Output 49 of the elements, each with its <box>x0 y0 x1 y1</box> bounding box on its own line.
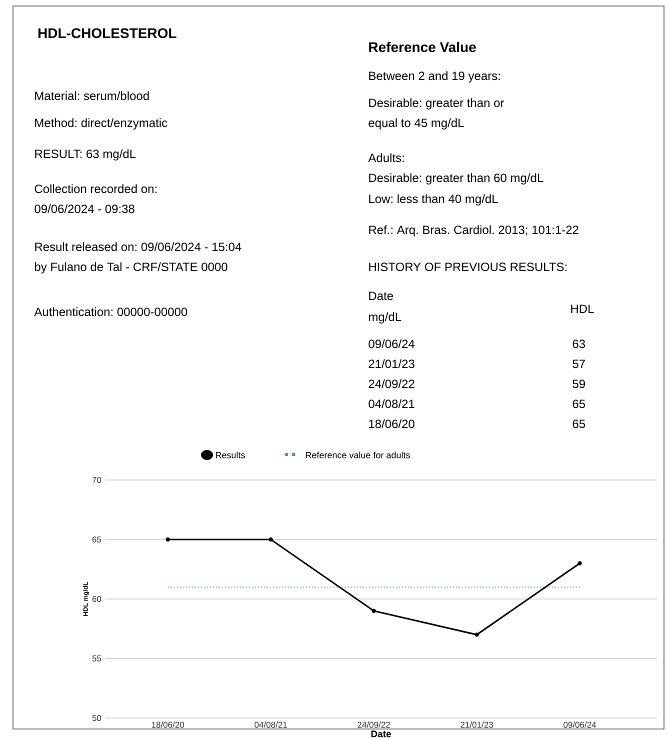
text: 59 <box>572 380 585 388</box>
text: 09/06/24 <box>368 339 415 348</box>
x-axis-title: Date <box>371 730 391 738</box>
text: 65 <box>572 420 586 428</box>
text: Between 2 and 19 years: <box>369 71 500 82</box>
text: equal to 45 mg/dL <box>368 118 464 130</box>
text: 57 <box>572 360 585 368</box>
text: 21/01/23 <box>368 359 414 368</box>
point <box>372 608 376 613</box>
text: Collection recorded on: <box>34 184 156 194</box>
text: 24/09/22 <box>368 379 414 388</box>
point <box>268 537 273 542</box>
text: HDL <box>571 304 594 313</box>
text: Material: serum/blood <box>35 91 149 100</box>
y-tick-label: 50 <box>92 714 102 721</box>
text: 09/06/2024 - 09:38 <box>34 204 134 214</box>
text: Desirable: greater than or <box>369 98 504 110</box>
text: Result released on: 09/06/2024 - 15:04 <box>35 242 242 252</box>
y-tick-label: 65 <box>92 536 102 543</box>
point <box>166 537 170 542</box>
y-tick-label: 60 <box>92 596 102 602</box>
x-tick-label: 21/01/23 <box>460 722 493 728</box>
text: Reference Value <box>369 42 476 52</box>
text: 65 <box>572 400 586 408</box>
text: RESULT: 63 mg/dL <box>35 149 136 160</box>
text: Method: direct/enzymatic <box>35 118 168 130</box>
text: 04/08/21 <box>368 399 414 408</box>
text: Desirable: greater than 60 mg/dL <box>369 173 544 184</box>
point <box>474 632 479 637</box>
text: mg/dL <box>369 312 402 324</box>
y-tick-label: 55 <box>92 656 102 662</box>
legend-label: Results <box>216 452 245 458</box>
text: Ref.: Arq. Bras. Cardiol. 2013; 101:1-22 <box>369 225 578 236</box>
point <box>578 561 582 566</box>
y-tick-label: 70 <box>92 476 102 484</box>
legend-label: Reference value for adults <box>306 452 410 458</box>
x-tick-label: 24/09/22 <box>358 722 390 728</box>
text: Date <box>369 292 393 300</box>
x-tick-label: 18/06/20 <box>152 722 184 728</box>
text: Adults: <box>368 153 404 162</box>
chart-title: HDL-CHOLESTEROL <box>38 28 176 38</box>
x-tick-label: 04/08/21 <box>254 722 287 728</box>
text: Authentication: 00000-00000 <box>34 307 188 316</box>
text: Low: less than 40 mg/dL <box>369 194 498 206</box>
text: 18/06/20 <box>369 419 414 428</box>
x-tick-label: 09/06/24 <box>564 722 596 728</box>
text: by Fulano de Tal - CRF/STATE 0000 <box>34 262 228 274</box>
text: 63 <box>572 340 586 348</box>
text: HISTORY OF PREVIOUS RESULTS: <box>369 262 566 272</box>
